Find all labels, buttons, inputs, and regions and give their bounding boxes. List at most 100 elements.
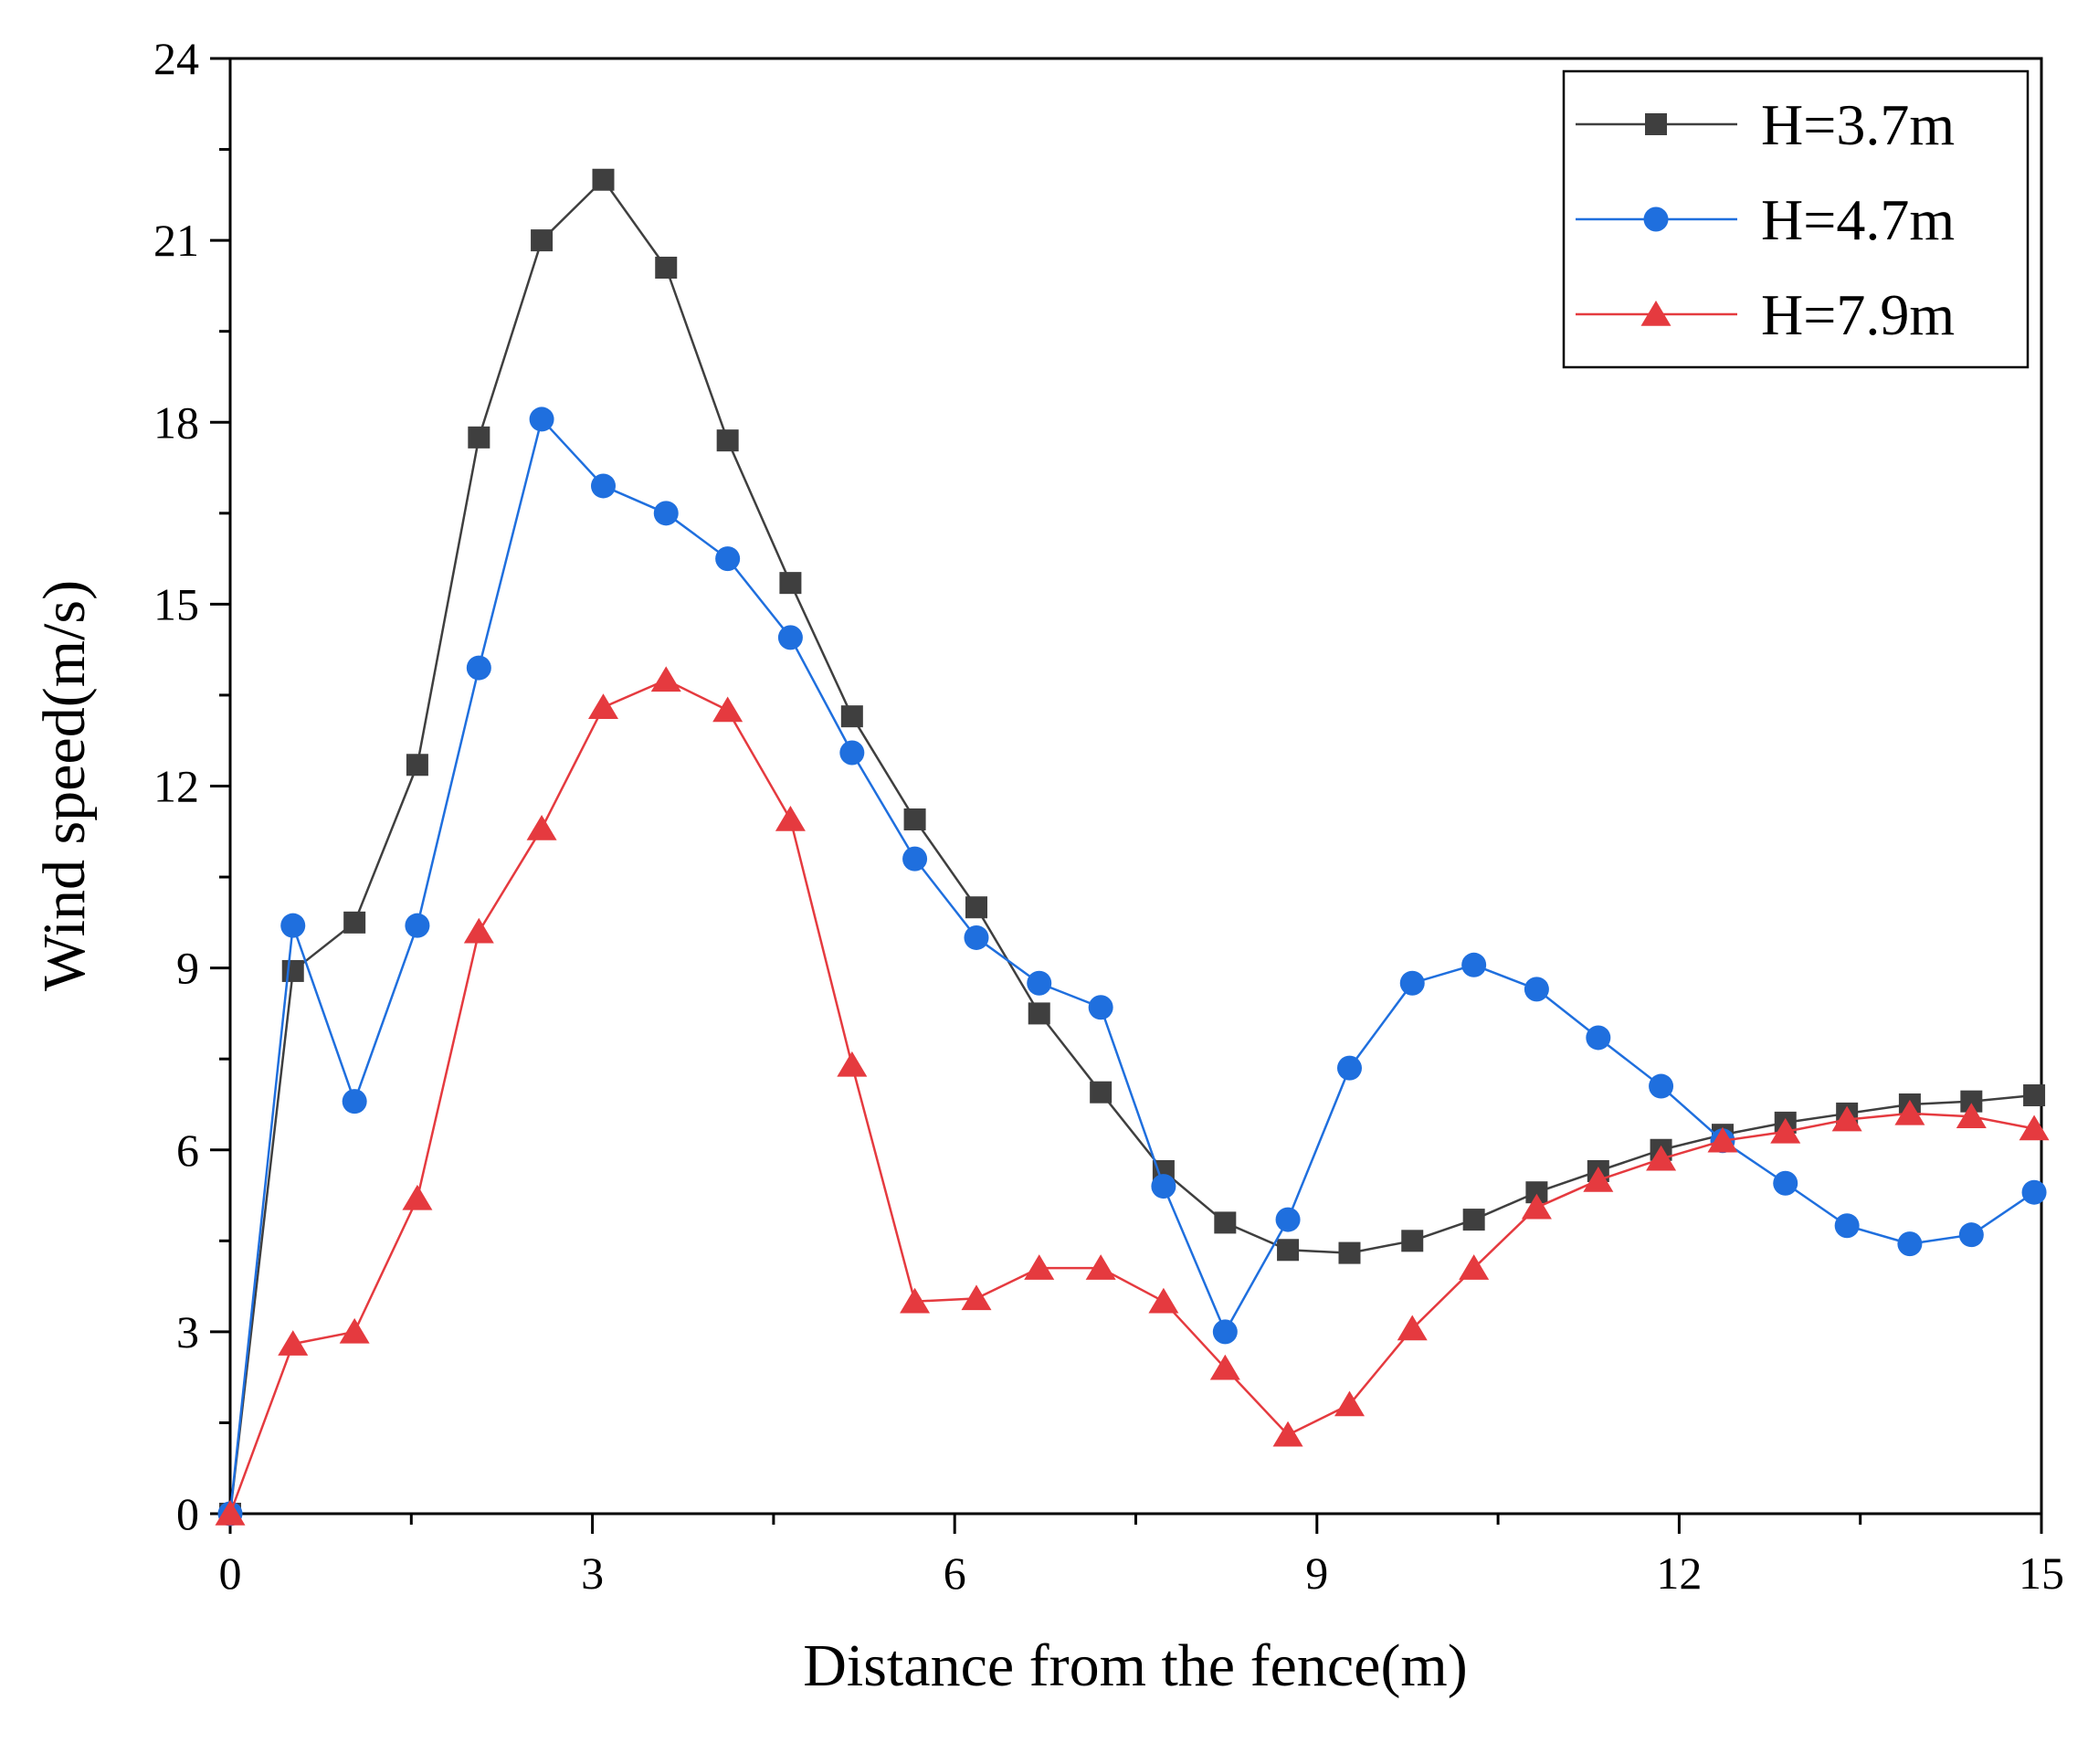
data-point: [1397, 1315, 1428, 1341]
y-tick-label: 15: [153, 578, 199, 629]
data-point: [1646, 1145, 1677, 1171]
data-point: [1583, 1166, 1614, 1192]
data-point: [343, 911, 366, 934]
data-point: [655, 256, 678, 279]
data-point: [1334, 1390, 1365, 1417]
data-point: [1338, 1241, 1361, 1264]
data-point: [1214, 1211, 1237, 1234]
data-point: [964, 924, 989, 950]
y-tick-label: 0: [176, 1488, 199, 1539]
data-point: [775, 806, 806, 831]
data-point: [1707, 1126, 1738, 1153]
data-point: [1148, 1287, 1179, 1314]
data-point: [2023, 1084, 2046, 1107]
data-point: [1027, 970, 1052, 996]
data-point: [1401, 1230, 1424, 1252]
data-point: [1461, 952, 1487, 977]
data-point: [531, 229, 554, 252]
legend-entry: H=4.7m: [1576, 187, 1955, 252]
axis-ticks: 0 3 6 9 12 15 0 3 6 9 12 15 18 21 24: [153, 33, 2064, 1599]
data-point: [1770, 1117, 1801, 1144]
series-line: [228, 417, 2035, 1515]
data-point: [653, 501, 679, 526]
legend-entry: H=7.9m: [1576, 282, 1955, 347]
data-point: [1212, 1319, 1238, 1345]
data-point: [1831, 1105, 1862, 1132]
data-point: [1958, 1222, 1984, 1248]
data-point: [590, 473, 616, 499]
data-point: [900, 1287, 931, 1314]
data-point: [1524, 977, 1549, 1002]
data-point: [405, 913, 430, 938]
y-tick-label: 24: [153, 33, 199, 84]
data-point: [587, 693, 618, 719]
data-point: [840, 705, 863, 728]
data-point: [529, 407, 554, 432]
y-tick-label: 18: [153, 396, 199, 448]
data-point: [278, 1330, 309, 1356]
y-tick-label: 9: [176, 943, 199, 994]
data-point: [965, 896, 987, 919]
x-tick-label: 3: [581, 1547, 604, 1599]
data-point: [1028, 1002, 1050, 1025]
y-axis-title: Wind speed(m/s): [31, 580, 98, 991]
data-point: [1277, 1239, 1300, 1262]
data-point: [961, 1284, 992, 1311]
y-tick-label: 12: [153, 761, 199, 812]
data-point: [2019, 1114, 2050, 1141]
data-point: [339, 1317, 370, 1344]
data-point: [463, 917, 494, 944]
data-point: [592, 168, 615, 191]
x-tick-label: 15: [2019, 1547, 2064, 1599]
y-tick-label: 3: [176, 1306, 199, 1357]
data-point: [280, 913, 306, 938]
data-point: [777, 625, 803, 650]
data-point: [1897, 1231, 1923, 1257]
data-point: [715, 546, 741, 572]
x-tick-label: 12: [1656, 1547, 1702, 1599]
data-point: [342, 1089, 367, 1114]
y-tick-label: 6: [176, 1125, 199, 1176]
data-point: [526, 814, 557, 840]
data-point: [716, 429, 739, 452]
data-point: [1459, 1254, 1490, 1280]
series-line: [228, 679, 2035, 1515]
data-point: [1090, 1081, 1113, 1104]
legend-marker: [1640, 301, 1671, 326]
data-point: [1894, 1099, 1925, 1125]
data-point: [712, 696, 743, 723]
legend-label: H=3.7m: [1761, 92, 1955, 157]
data-point: [215, 1500, 246, 1526]
series-3: [215, 666, 2050, 1526]
data-point: [1773, 1170, 1798, 1196]
legend-entry: H=3.7m: [1576, 92, 1955, 157]
data-point: [650, 666, 681, 692]
data-point: [1462, 1209, 1485, 1231]
x-axis-title: Distance from the fence(m): [803, 1632, 1467, 1699]
series-line: [228, 178, 2035, 1515]
data-point: [839, 740, 865, 766]
legend-marker: [1643, 206, 1669, 232]
data-point: [281, 959, 304, 982]
data-point: [903, 808, 926, 831]
series-1: [219, 168, 2046, 1525]
data-point: [406, 754, 428, 776]
x-tick-label: 0: [219, 1547, 242, 1599]
data-point: [837, 1051, 868, 1077]
data-point: [402, 1184, 433, 1210]
data-point: [1024, 1254, 1055, 1280]
data-point: [1088, 995, 1113, 1020]
data-point: [1649, 1073, 1674, 1099]
data-point: [779, 572, 802, 595]
data-point: [1272, 1421, 1303, 1447]
data-point: [1336, 1055, 1362, 1081]
data-point: [1956, 1103, 1987, 1128]
data-point: [1521, 1193, 1552, 1220]
data-point: [1834, 1213, 1860, 1239]
data-point: [2021, 1179, 2047, 1205]
series-2: [217, 407, 2047, 1526]
x-tick-label: 9: [1305, 1547, 1328, 1599]
data-point: [1275, 1207, 1301, 1232]
series-layer: [215, 168, 2050, 1526]
